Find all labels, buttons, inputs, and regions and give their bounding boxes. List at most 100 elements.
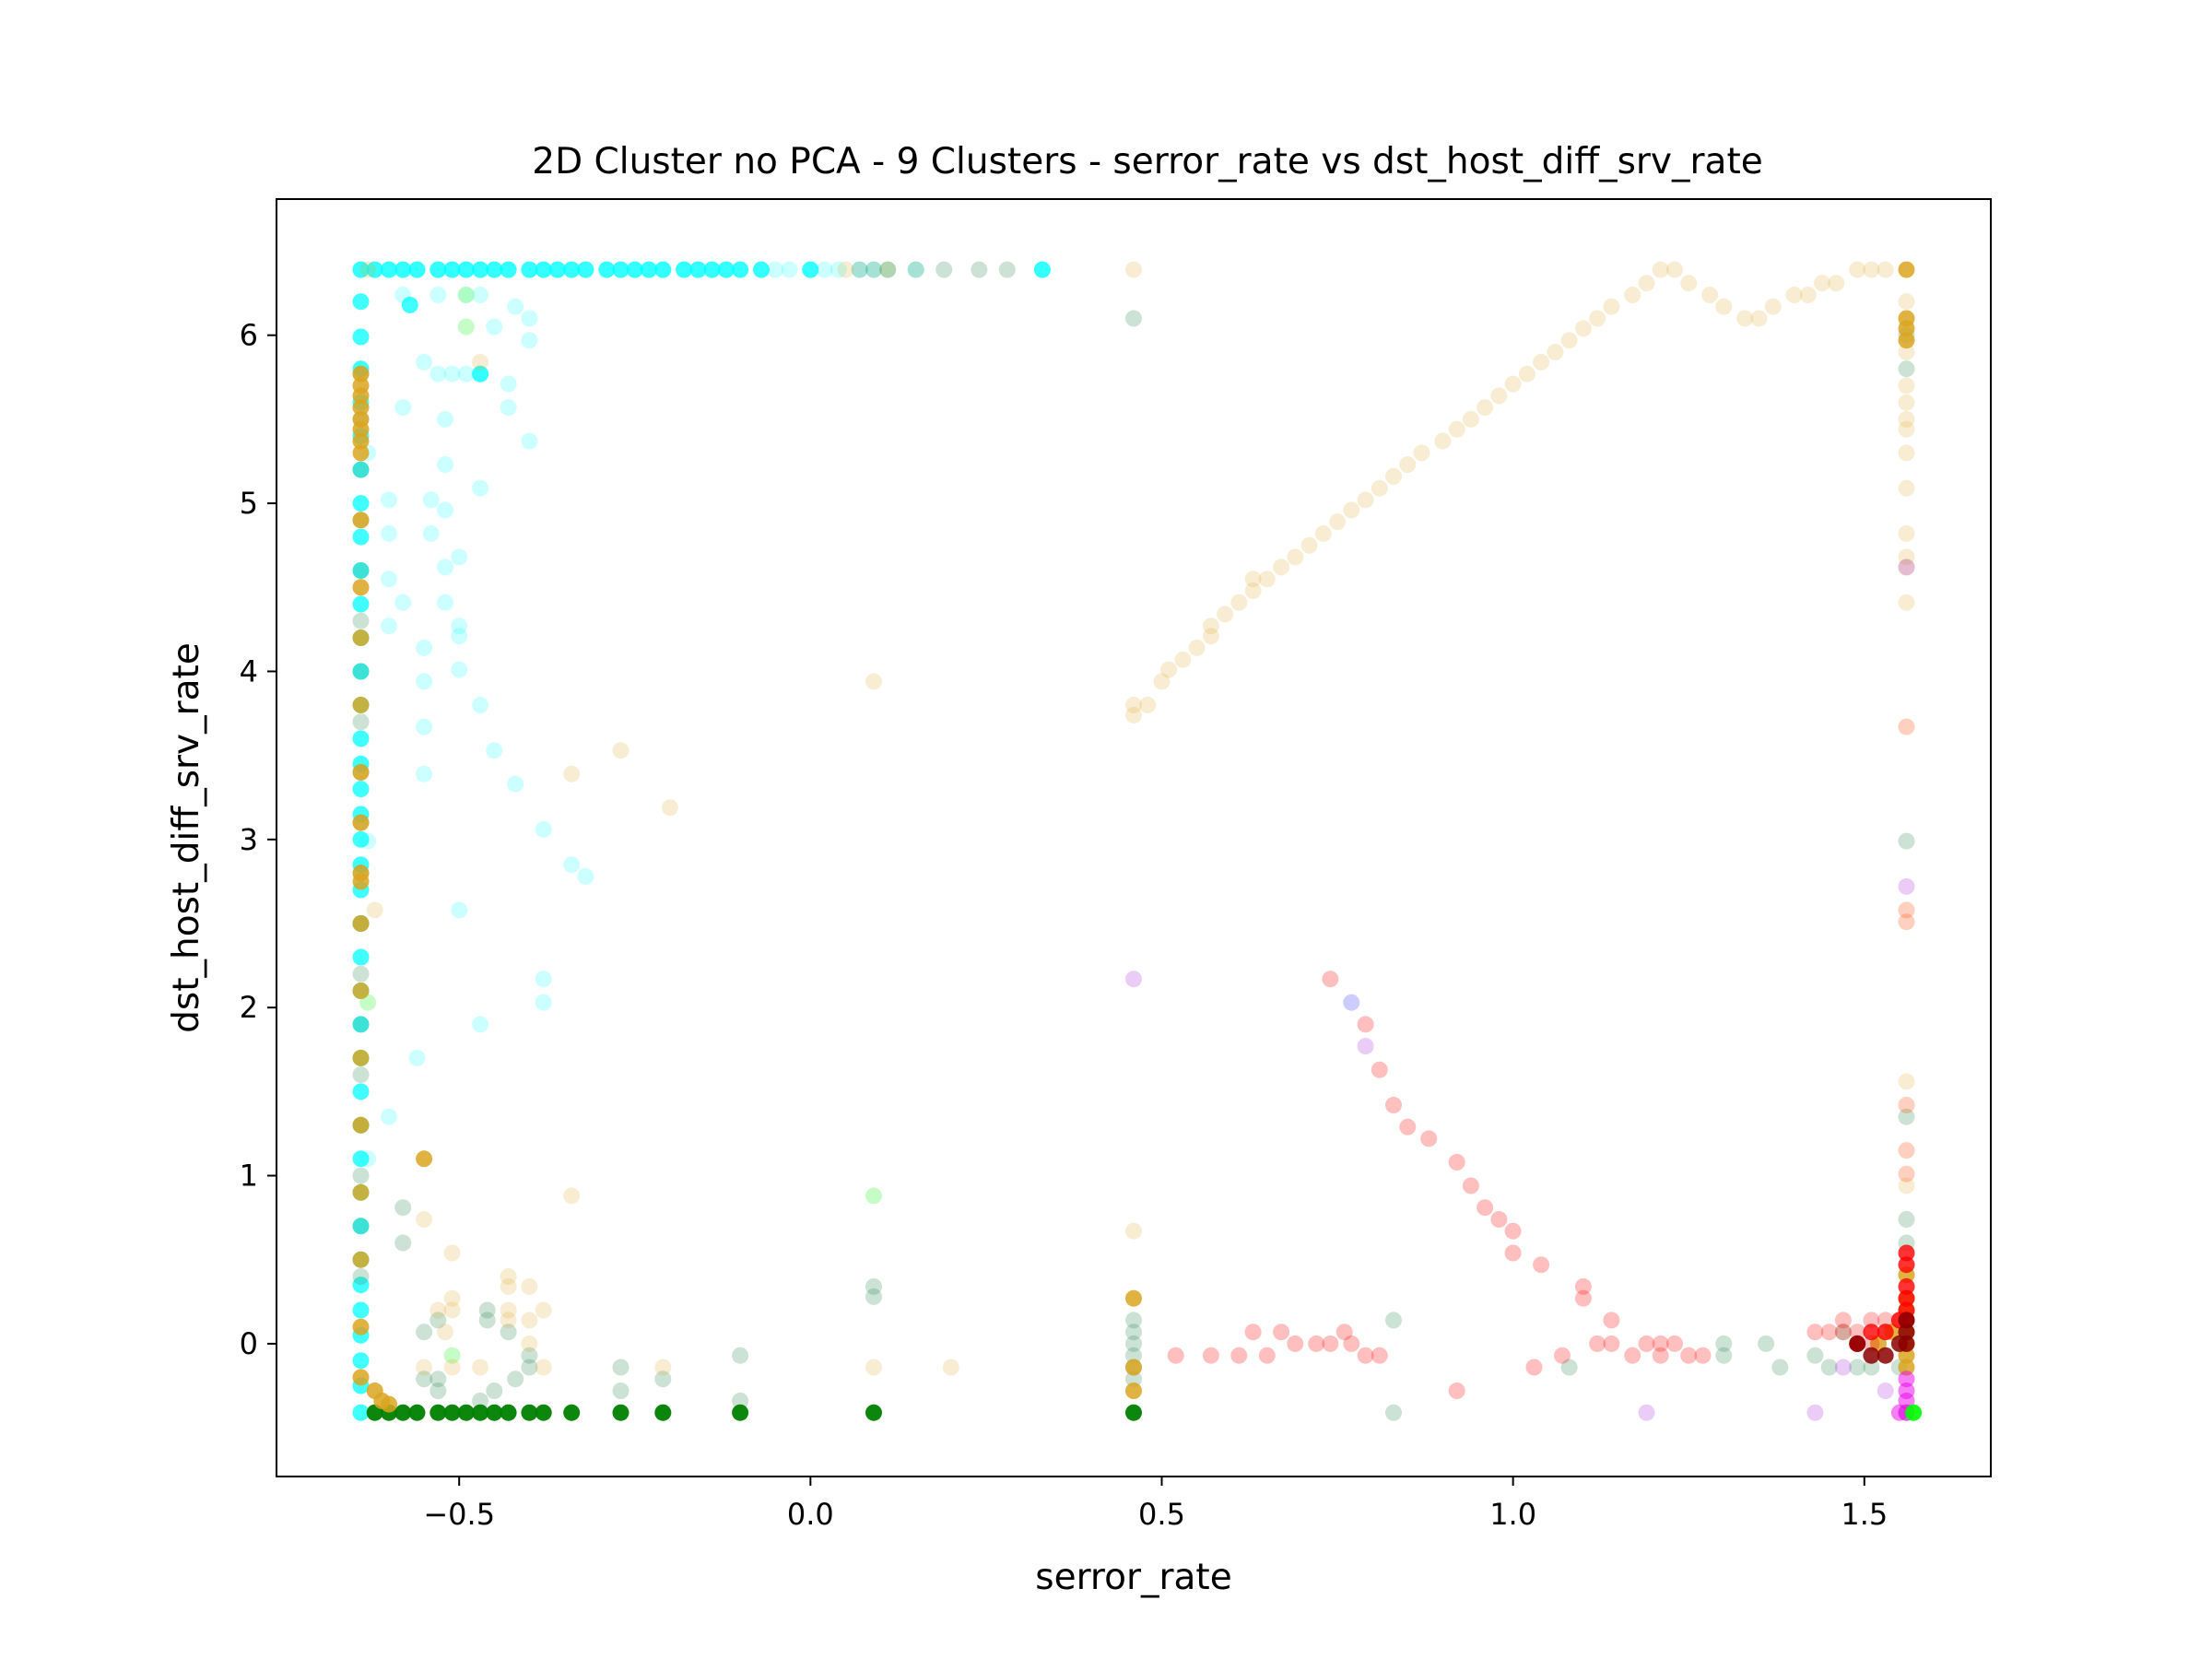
scatter-point [942, 1359, 959, 1376]
scatter-point [1125, 1404, 1142, 1421]
scatter-point [1167, 1347, 1184, 1364]
scatter-point [352, 562, 370, 579]
scatter-point [352, 562, 370, 579]
scatter-point [1033, 261, 1051, 278]
scatter-point [1125, 971, 1142, 988]
x-axis: −0.5 0.0 0.5 1.0 1.5 [423, 1477, 1888, 1532]
scatter-point [626, 261, 643, 278]
scatter-point [352, 781, 370, 798]
scatter-point [1898, 261, 1915, 278]
scatter-point [416, 1324, 433, 1341]
scatter-point [1849, 1324, 1866, 1341]
scatter-point [661, 799, 678, 817]
scatter-point [1898, 1359, 1915, 1376]
scatter-point [1202, 1347, 1219, 1364]
scatter-point [535, 820, 552, 838]
scatter-point [1533, 353, 1550, 371]
scatter-point [1898, 293, 1915, 311]
scatter-point [457, 318, 475, 335]
scatter-point [865, 1288, 882, 1305]
scatter-point [1504, 1222, 1522, 1240]
scatter-point [521, 1347, 538, 1364]
scatter-point [1574, 320, 1592, 337]
scatter-point [1160, 661, 1178, 678]
scatter-point [1898, 559, 1915, 576]
y-tick-label: 6 [240, 318, 258, 353]
scatter-point [1771, 1359, 1789, 1376]
scatter-point [1820, 1324, 1838, 1341]
scatter-point [521, 1277, 538, 1295]
scatter-point [437, 501, 453, 519]
scatter-point [352, 461, 370, 478]
scatter-point [381, 524, 397, 542]
scatter-point [654, 261, 672, 278]
scatter-point [381, 491, 397, 509]
scatter-point [535, 261, 552, 278]
scatter-point [1533, 1256, 1550, 1274]
scatter-point [1758, 1335, 1775, 1352]
scatter-point [443, 261, 461, 278]
scatter-point [352, 730, 370, 747]
scatter-point [879, 261, 897, 278]
scatter-point [612, 742, 629, 759]
scatter-point [1898, 1108, 1915, 1125]
scatter-point [352, 948, 370, 966]
scatter-point [352, 444, 370, 462]
scatter-point [352, 1404, 370, 1421]
scatter-point [416, 353, 433, 371]
scatter-point [1125, 1289, 1142, 1307]
scatter-point [429, 287, 447, 303]
scatter-point [472, 696, 489, 713]
scatter-point [612, 1404, 629, 1421]
scatter-point [472, 353, 489, 371]
scatter-point [352, 1318, 370, 1335]
scatter-point [1849, 261, 1866, 278]
scatter-point [1863, 1324, 1880, 1341]
scatter-point [1343, 1335, 1360, 1352]
scatter-point [830, 261, 847, 278]
scatter-point [521, 1335, 538, 1352]
scatter-point [907, 261, 924, 278]
scatter-point [767, 261, 784, 278]
scatter-point [1125, 706, 1142, 724]
scatter-point [654, 1371, 672, 1388]
scatter-point [1863, 1312, 1880, 1329]
scatter-point [352, 696, 370, 713]
scatter-point [1715, 298, 1733, 315]
scatter-point [443, 1289, 461, 1307]
scatter-point [1202, 628, 1219, 645]
scatter-point [422, 491, 440, 509]
scatter-point [1560, 1359, 1578, 1376]
scatter-point [352, 495, 370, 512]
scatter-point [521, 261, 538, 278]
scatter-point [1413, 444, 1430, 462]
scatter-point [1139, 696, 1157, 713]
scatter-point [381, 571, 397, 588]
chart-title: 2D Cluster no PCA - 9 Clusters - serror_… [532, 141, 1762, 182]
scatter-point [521, 432, 538, 450]
scatter-point [352, 1116, 370, 1134]
scatter-point [1638, 275, 1655, 292]
scatter-point [1898, 1097, 1915, 1113]
scatter-point [1834, 1312, 1852, 1329]
scatter-point [429, 1301, 447, 1319]
scatter-point [1898, 420, 1915, 438]
scatter-point [1385, 1404, 1402, 1421]
scatter-point [1385, 1097, 1402, 1113]
scatter-point [352, 763, 370, 781]
scatter-point [717, 261, 735, 278]
scatter-point [486, 261, 503, 278]
scatter-point [1898, 1177, 1915, 1194]
scatter-point [352, 663, 370, 680]
scatter-point [381, 1395, 397, 1413]
scatter-point [1343, 994, 1360, 1011]
scatter-point [521, 1404, 538, 1421]
scatter-point [1898, 1073, 1915, 1090]
scatter-point [781, 261, 798, 278]
scatter-point [1828, 275, 1845, 292]
scatter-point [1834, 1324, 1852, 1341]
scatter-point [1898, 832, 1915, 850]
scatter-point [1574, 1277, 1592, 1295]
scatter-point [1750, 310, 1768, 327]
scatter-point [451, 628, 468, 645]
